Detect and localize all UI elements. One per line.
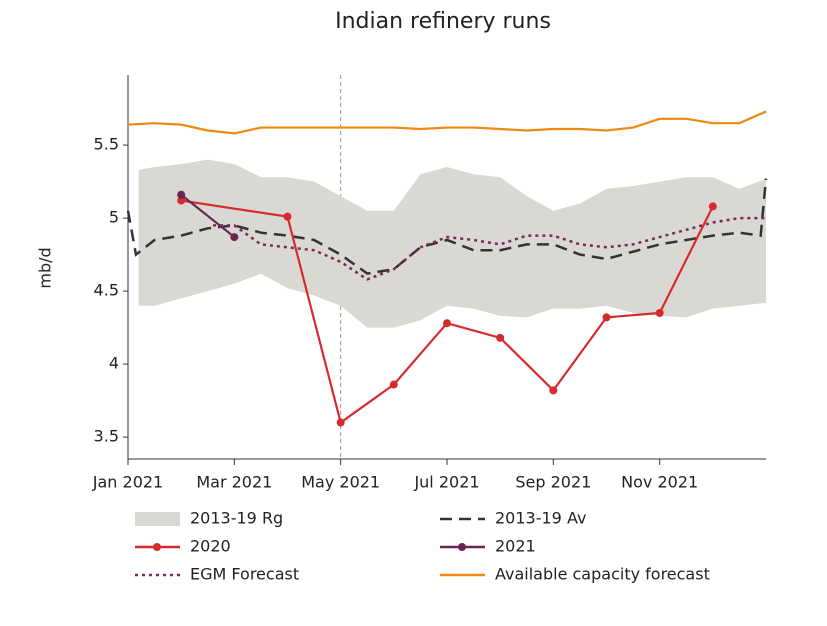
- legend-label: 2020: [190, 537, 231, 556]
- point: [443, 319, 451, 328]
- point: [655, 308, 664, 317]
- x-tick-label: Nov 2021: [621, 473, 698, 492]
- range-band: [138, 159, 767, 328]
- legend-label: 2013-19 Av: [495, 509, 586, 528]
- x-tick-label: May 2021: [301, 473, 380, 492]
- legend-swatch: [135, 512, 180, 526]
- legend-label: 2013-19 Rg: [190, 509, 283, 528]
- point: [336, 418, 345, 427]
- series-line: [181, 199, 714, 425]
- series-line: [180, 193, 236, 238]
- legend-label: 2021: [495, 537, 536, 556]
- legend-label: Available capacity forecast: [495, 565, 710, 584]
- point: [177, 196, 186, 205]
- chart-title: Indian refinery runs: [335, 9, 551, 34]
- legend-label: EGM Forecast: [190, 565, 299, 584]
- point: [283, 212, 292, 221]
- y-tick-label: 4.5: [94, 281, 119, 300]
- legend-marker: [458, 543, 466, 551]
- point: [177, 190, 186, 199]
- legend-marker: [153, 543, 161, 551]
- x-tick-label: Sep 2021: [515, 473, 591, 492]
- series-line: [126, 178, 768, 275]
- point: [389, 380, 398, 389]
- x-tick-label: Mar 2021: [196, 473, 272, 492]
- x-tick-label: Jul 2021: [413, 473, 479, 492]
- y-tick-label: 5.5: [94, 135, 119, 154]
- y-axis-label: mb/d: [36, 247, 55, 288]
- y-tick-label: 3.5: [94, 427, 119, 446]
- point: [496, 333, 505, 342]
- y-tick-label: 5: [109, 208, 119, 227]
- point: [602, 313, 611, 322]
- series-line: [127, 110, 767, 135]
- x-tick-label: Jan 2021: [92, 473, 163, 492]
- y-tick-label: 4: [109, 354, 119, 373]
- point: [708, 202, 717, 211]
- point: [230, 233, 239, 242]
- point: [549, 386, 558, 395]
- series-line: [213, 216, 766, 281]
